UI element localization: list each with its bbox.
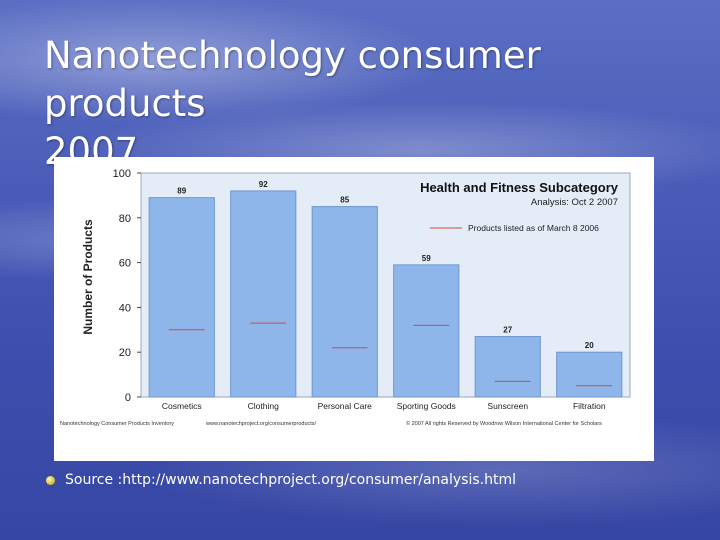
bars: 89 92 85 59 27 20: [148, 180, 623, 398]
x-tick-label: Sporting Goods: [397, 401, 456, 411]
bar: [556, 351, 623, 398]
source-footnote: Source :http://www.nanotechproject.org/c…: [46, 472, 516, 488]
legend-label: Products listed as of March 8 2006: [468, 223, 599, 233]
x-tick-label: Filtration: [573, 401, 606, 411]
x-tick-label: Cosmetics: [162, 401, 202, 411]
chart-subtitle: Analysis: Oct 2 2007: [531, 197, 618, 208]
bar: [148, 197, 215, 398]
slide-title: Nanotechnology consumer products 2007: [44, 32, 704, 176]
chart-footer-mid: www.nanotechproject.org/consumerproducts…: [205, 421, 317, 427]
x-tick-label: Sunscreen: [487, 401, 528, 411]
x-tick-label: Clothing: [248, 401, 279, 411]
bar-value-label: 27: [503, 326, 512, 335]
bar-value-label: 89: [177, 187, 186, 196]
bar-value-label: 59: [422, 254, 431, 263]
y-tick-label: 40: [119, 302, 131, 314]
bar: [311, 206, 378, 398]
y-tick-label: 20: [119, 347, 131, 359]
chart-image: 0 20 40 60 80 100 89 92 85 59 27 20 Cosmetics Cloth…: [54, 157, 654, 461]
chart-footer-left: Nanotechnology Consumer Products Invento…: [60, 421, 174, 427]
bar-value-label: 85: [340, 196, 349, 205]
bar-value-label: 20: [585, 341, 594, 350]
y-tick-label: 0: [125, 392, 131, 404]
y-tick-label: 100: [113, 168, 131, 180]
bar-chart: 0 20 40 60 80 100 89 92 85 59 27 20 Cosmetics Cloth…: [60, 168, 631, 427]
y-axis-label: Number of Products: [81, 219, 95, 335]
y-tick-label: 80: [119, 213, 131, 225]
bar: [474, 336, 541, 398]
bar: [230, 190, 297, 398]
slide-title-line1: Nanotechnology consumer products: [44, 34, 541, 125]
bar-value-label: 92: [259, 180, 268, 189]
chart-title: Health and Fitness Subcategory: [420, 180, 619, 195]
bullet-icon: [46, 475, 55, 485]
x-axis-labels: Cosmetics Clothing Personal Care Sporting G…: [162, 401, 606, 411]
bar: [393, 264, 460, 398]
chart-footer-right: © 2007 All rights Reserved by Woodrow Wi…: [406, 420, 602, 427]
prior-year-markers: [168, 322, 613, 387]
x-tick-label: Personal Care: [318, 401, 373, 411]
y-tick-label: 60: [119, 258, 131, 270]
y-axis: 0 20 40 60 80 100: [113, 168, 141, 404]
plot-area: [140, 172, 631, 398]
source-text: Source :http://www.nanotechproject.org/c…: [65, 472, 516, 488]
